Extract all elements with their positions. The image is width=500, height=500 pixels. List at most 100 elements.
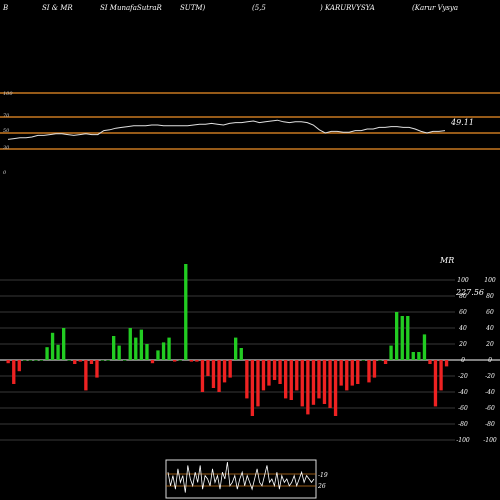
mrsi-bar xyxy=(50,332,55,360)
mrsi-bar xyxy=(261,360,266,391)
mrsi-bar xyxy=(150,360,155,364)
rsi-level-label-100: 100 xyxy=(3,91,13,97)
mrsi-bar xyxy=(217,360,221,392)
mrsi-panel: MR 227.56 100 80 60 40 20 0 -20 -40 -60 -80 -100 1… xyxy=(0,256,500,444)
mrsi-bar xyxy=(128,328,132,360)
mrsi-tick-label-left: 20 xyxy=(458,341,467,348)
mrsi-bar xyxy=(89,360,94,364)
mrsi-bar xyxy=(134,337,138,360)
mrsi-bar xyxy=(272,360,277,380)
mrsi-bar xyxy=(6,360,10,364)
mrsi-bar xyxy=(289,360,293,400)
mini-frame xyxy=(165,459,317,499)
mrsi-bar xyxy=(256,360,260,407)
mini-level-label-top: -19 xyxy=(318,472,328,479)
mrsi-bar xyxy=(39,360,44,361)
mini-line xyxy=(167,461,315,493)
mrsi-tick-label-right: 20 xyxy=(485,341,494,348)
mrsi-tick-label-right: -20 xyxy=(485,373,495,380)
mrsi-bar xyxy=(73,360,77,364)
mrsi-bar xyxy=(295,360,299,391)
mrsi-tick-label-left: -60 xyxy=(458,405,468,412)
mrsi-bar xyxy=(245,360,249,399)
mrsi-bar xyxy=(100,360,105,361)
mrsi-bar xyxy=(62,328,66,360)
mrsi-bar xyxy=(439,360,443,391)
mrsi-bar xyxy=(28,360,33,361)
mrsi-bar xyxy=(361,360,366,361)
mrsi-bar xyxy=(317,360,321,399)
mrsi-bar xyxy=(23,360,27,361)
mrsi-bar xyxy=(211,360,216,388)
mrsi-bar xyxy=(34,360,38,361)
mrsi-bar xyxy=(322,360,327,404)
mrsi-bar xyxy=(406,316,410,360)
mrsi-bar xyxy=(411,352,415,360)
mrsi-bar xyxy=(433,360,438,407)
mrsi-annotation: 227.56 xyxy=(455,288,484,297)
mrsi-bar xyxy=(173,360,177,362)
mrsi-bar xyxy=(17,360,21,372)
mrsi-bar xyxy=(328,360,332,408)
mrsi-bar xyxy=(422,334,427,360)
mrsi-tick-label-right: 60 xyxy=(486,309,494,316)
mrsi-tick-label-right: -80 xyxy=(485,421,495,428)
mrsi-tick-label-left: 80 xyxy=(459,293,467,300)
mrsi-bar xyxy=(12,360,16,384)
mrsi-tick-label-right: 0 xyxy=(488,357,492,364)
mrsi-tick-label-left: 40 xyxy=(458,325,467,332)
mrsi-bar xyxy=(156,350,160,360)
mrsi-bar xyxy=(306,360,310,415)
mrsi-tick-label-left: -100 xyxy=(456,437,470,444)
mrsi-bar xyxy=(117,345,121,360)
mrsi-tick-label-right: -40 xyxy=(485,389,495,396)
mrsi-bar xyxy=(367,360,371,383)
mrsi-bar xyxy=(195,360,199,362)
mrsi-bar xyxy=(228,360,232,378)
mrsi-bar xyxy=(206,360,210,376)
header-item-symbol: ) KARURVYSYA xyxy=(320,4,375,12)
mrsi-bar xyxy=(200,360,205,392)
header-item-company: (Karur Vysya xyxy=(412,4,459,12)
rsi-level-label-30: 30 xyxy=(3,145,10,151)
rsi-level-label-70: 70 xyxy=(3,113,10,119)
mrsi-bar xyxy=(78,360,82,362)
mrsi-bar xyxy=(84,360,88,391)
mrsi-title: MR xyxy=(439,256,454,265)
mrsi-bar xyxy=(239,348,243,360)
rsi-line xyxy=(7,119,446,140)
mrsi-bar xyxy=(67,360,71,361)
mrsi-bar xyxy=(311,360,316,405)
mini-panel: -19 26 xyxy=(165,459,328,499)
mrsi-bar xyxy=(400,316,404,360)
mrsi-tick-label-right: -100 xyxy=(483,437,497,444)
mrsi-bar xyxy=(356,360,360,384)
mrsi-tick-label-left: -20 xyxy=(458,373,468,380)
mrsi-tick-label-left: 60 xyxy=(459,309,467,316)
mrsi-bar xyxy=(278,360,282,384)
mrsi-bar xyxy=(189,360,194,362)
mrsi-bar xyxy=(112,336,116,360)
mrsi-bar xyxy=(284,360,288,399)
mrsi-bar xyxy=(161,342,166,360)
rsi-panel: 100 70 50 30 0 49.11 xyxy=(0,91,500,176)
header-item-munafasutra: SI MunafaSutraR xyxy=(100,4,162,12)
mrsi-bar xyxy=(45,347,49,360)
rsi-level-label-50: 50 xyxy=(3,128,10,134)
mrsi-tick-label-right: 100 xyxy=(484,277,496,284)
mrsi-bar xyxy=(417,352,421,360)
mrsi-bar xyxy=(444,360,449,367)
mrsi-bar xyxy=(184,264,188,360)
mrsi-bar xyxy=(106,360,110,361)
mrsi-tick-label-left: -40 xyxy=(458,389,468,396)
mrsi-bar xyxy=(250,360,255,416)
mrsi-bar xyxy=(139,329,144,360)
header-item-params: (5,5 xyxy=(252,4,266,12)
mrsi-tick-label-left: 100 xyxy=(457,277,469,284)
mrsi-bar xyxy=(145,344,149,360)
mrsi-bar xyxy=(300,360,304,407)
mini-level-label-bottom: 26 xyxy=(317,483,326,490)
mrsi-tick-label-right: -60 xyxy=(485,405,495,412)
header-item-sutm: SUTM) xyxy=(180,4,206,12)
rsi-level-label-0: 0 xyxy=(3,170,7,176)
